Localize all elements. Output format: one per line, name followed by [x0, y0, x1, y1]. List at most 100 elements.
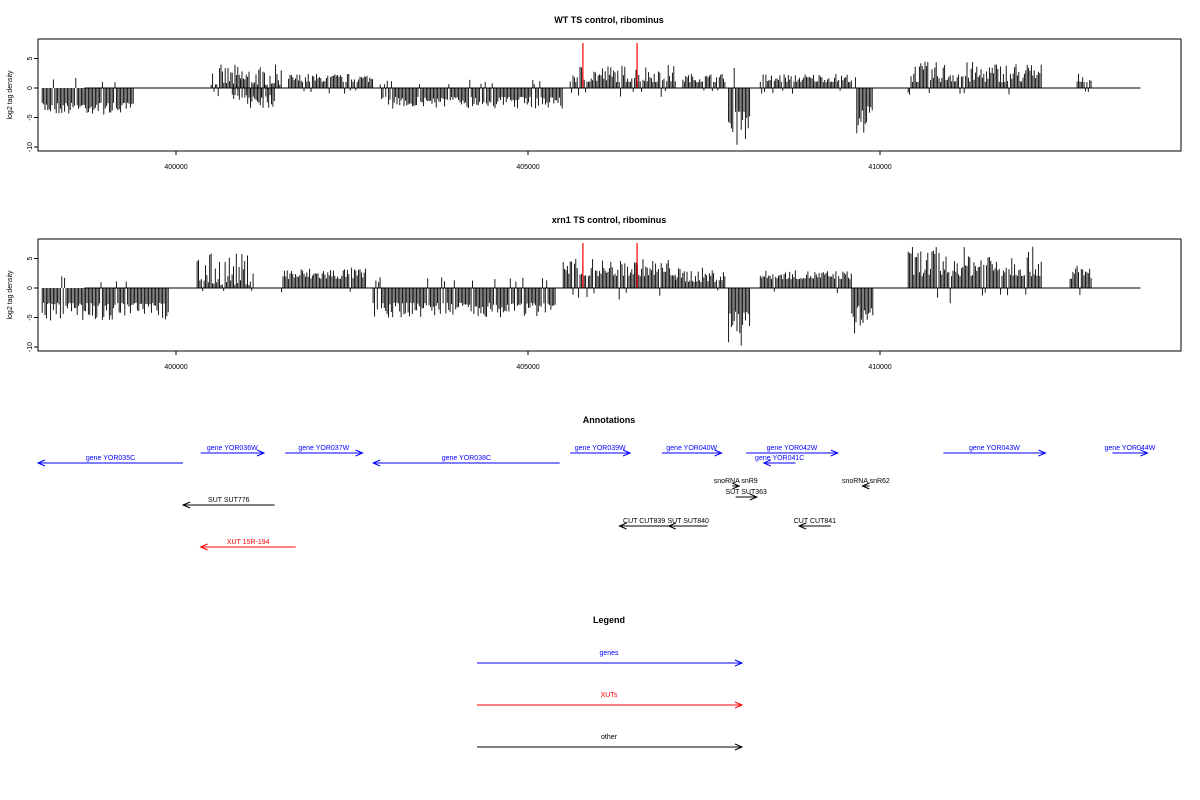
arrow-head [667, 522, 676, 530]
arrow-head [762, 459, 772, 467]
y-tick-label: 0 [27, 286, 34, 290]
panel-title: WT TS control, ribominus [554, 15, 664, 25]
annotation-feature: gene YOR035C [36, 455, 184, 467]
plot-frame [37, 238, 1182, 352]
x-axis-ticks: 400000 405000 410000 [164, 151, 892, 171]
annotation-feature: SUT SUT840 [667, 518, 709, 530]
arrow-head [714, 449, 723, 457]
plot-frame [37, 38, 1182, 152]
feature-label: gene YOR037W [298, 445, 349, 452]
density-bars [41, 246, 1092, 346]
arrow-head [797, 522, 807, 530]
y-tick-label: -10 [27, 142, 34, 152]
y-tick-label: -5 [27, 314, 34, 320]
x-tick-label: 405000 [516, 164, 539, 171]
legend-label: other [601, 734, 618, 741]
arrow-head [622, 449, 632, 457]
annotation-features: gene YOR035C gene YOR036W gene YOR037W gene… [36, 445, 1156, 551]
arrow-head [36, 459, 46, 467]
feature-label: CUT CUT841 [794, 518, 836, 525]
legend-items: genes XUTs other [477, 650, 744, 751]
y-tick-label: -5 [27, 114, 34, 120]
x-tick-label: 400000 [164, 364, 187, 371]
annotations-title: Annotations [583, 415, 636, 425]
feature-label: gene YOR041C [755, 455, 804, 462]
arrow-head [861, 482, 870, 490]
arrow-head [1038, 449, 1047, 457]
legend: Legend genes XUTs other [477, 615, 744, 751]
annotation-feature: snoRNA snR62 [842, 478, 890, 490]
feature-label: gene YOR044W [1104, 445, 1155, 452]
y-tick-label: 5 [27, 56, 34, 60]
x-tick-label: 410000 [868, 364, 891, 371]
arrow-head [734, 659, 744, 667]
y-tick-label: -10 [27, 342, 34, 352]
y-axis-ticks: -10 -5 0 5 [27, 56, 38, 152]
feature-label: gene YOR035C [86, 455, 135, 462]
annotation-feature: gene YOR037W [285, 445, 364, 457]
feature-label: gene YOR043W [969, 445, 1020, 452]
y-axis-label: log2 tag density [7, 70, 14, 120]
y-axis-label: log2 tag density [7, 270, 14, 320]
feature-label: SUT SUT840 [667, 518, 709, 525]
legend-item: genes [477, 650, 744, 667]
feature-label: XUT 15R-194 [227, 539, 270, 546]
x-tick-label: 400000 [164, 164, 187, 171]
legend-item: XUTs [477, 692, 744, 709]
feature-label: gene YOR038C [442, 455, 491, 462]
y-axis-ticks: -10 -5 0 5 [27, 256, 38, 352]
annotation-feature: gene YOR040W [661, 445, 723, 457]
xrn1-density-panel: xrn1 TS control, ribominus log2 tag dens… [7, 215, 1182, 371]
red-markers [582, 43, 638, 88]
arrow-head [830, 449, 840, 457]
annotation-feature: CUT CUT841 [794, 518, 836, 530]
feature-label: snoRNA snR62 [842, 478, 890, 485]
feature-label: CUT CUT839 [623, 518, 665, 525]
legend-label: XUTs [601, 692, 618, 699]
arrow-head [749, 493, 759, 501]
x-axis-ticks: 400000 405000 410000 [164, 351, 892, 371]
arrow-head [732, 482, 741, 490]
red-markers [582, 243, 638, 288]
annotation-feature: gene YOR044W [1104, 445, 1156, 457]
arrow-head [1140, 449, 1149, 457]
arrow-head [734, 701, 744, 709]
annotation-feature: gene YOR043W [943, 445, 1047, 457]
arrow-head [199, 543, 208, 551]
arrow-head [371, 459, 381, 467]
annotation-feature: gene YOR039W [570, 445, 632, 457]
annotation-feature: SUT SUT363 [725, 489, 767, 501]
annotation-feature: gene YOR038C [371, 455, 560, 467]
y-tick-label: 5 [27, 256, 34, 260]
legend-label: genes [599, 650, 619, 657]
wt-density-panel: WT TS control, ribominus log2 tag densit… [7, 15, 1182, 171]
annotation-feature: gene YOR041C [755, 455, 804, 467]
legend-item: other [477, 734, 744, 751]
annotation-feature: XUT 15R-194 [199, 539, 296, 551]
feature-label: SUT SUT776 [208, 497, 250, 504]
panel-title: xrn1 TS control, ribominus [552, 215, 667, 225]
feature-label: gene YOR039W [575, 445, 626, 452]
feature-label: gene YOR040W [666, 445, 717, 452]
x-tick-label: 410000 [868, 164, 891, 171]
legend-title: Legend [593, 615, 625, 625]
annotation-feature: snoRNA snR9 [714, 478, 758, 490]
feature-label: gene YOR042W [767, 445, 818, 452]
annotation-feature: SUT SUT776 [181, 497, 275, 509]
feature-label: gene YOR036W [207, 445, 258, 452]
annotation-feature: gene YOR036W [200, 445, 266, 457]
density-bars [41, 61, 1092, 145]
arrow-head [256, 449, 266, 457]
arrow-head [181, 501, 191, 509]
x-tick-label: 405000 [516, 364, 539, 371]
arrow-head [355, 449, 364, 457]
feature-label: SUT SUT363 [725, 489, 767, 496]
feature-label: snoRNA snR9 [714, 478, 758, 485]
annotation-feature: gene YOR042W [746, 445, 840, 457]
y-tick-label: 0 [27, 86, 34, 90]
arrow-head [618, 522, 627, 530]
arrow-head [734, 743, 744, 751]
annotation-feature: CUT CUT839 [618, 518, 669, 530]
